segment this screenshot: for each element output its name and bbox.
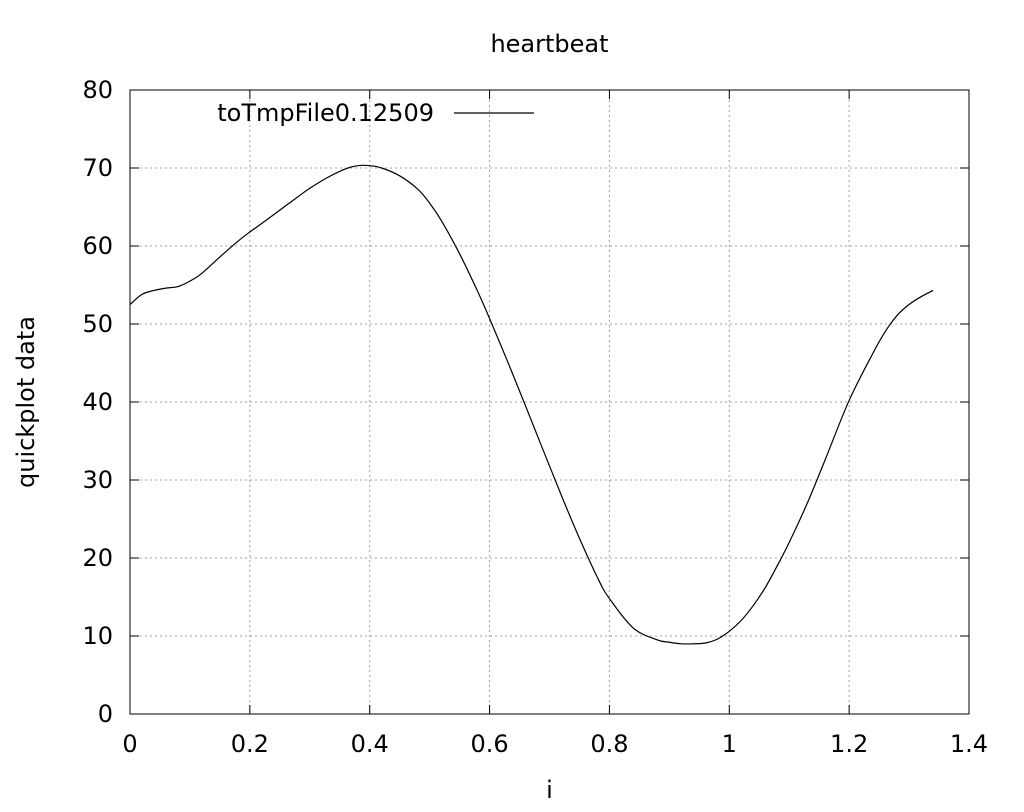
x-axis-title: i [546,776,553,804]
y-tick-label: 80 [82,76,113,104]
x-tick-label: 0.8 [590,730,628,758]
grid-layer [130,90,969,714]
chart-title: heartbeat [490,30,608,58]
y-tick-label: 10 [82,622,113,650]
tick-labels-layer: 0 0.2 0.4 0.6 0.8 1 1.2 1.4 0 10 20 30 40 50 60 70 80 [82,76,988,758]
y-tick-label: 40 [82,388,113,416]
x-tick-label: 0.2 [231,730,269,758]
x-tick-label: 0 [122,730,137,758]
series-layer [129,164,934,645]
x-tick-label: 1.2 [830,730,868,758]
x-tick-label: 1.4 [950,730,988,758]
x-tick-label: 0.6 [470,730,508,758]
y-tick-label: 30 [82,466,113,494]
y-axis-title: quickplot data [12,316,40,488]
legend-series-label: toTmpFile0.12509 [217,99,434,127]
y-tick-label: 50 [82,310,113,338]
plot-area-border [129,89,970,715]
y-tick-label: 70 [82,154,113,182]
x-tick-label: 0.4 [351,730,389,758]
y-tick-label: 20 [82,544,113,572]
y-tick-label: 0 [98,700,113,728]
x-tick-label: 1 [722,730,737,758]
legend: toTmpFile0.12509 [217,99,534,127]
series-line-0 [129,164,934,645]
y-tick-label: 60 [82,232,113,260]
